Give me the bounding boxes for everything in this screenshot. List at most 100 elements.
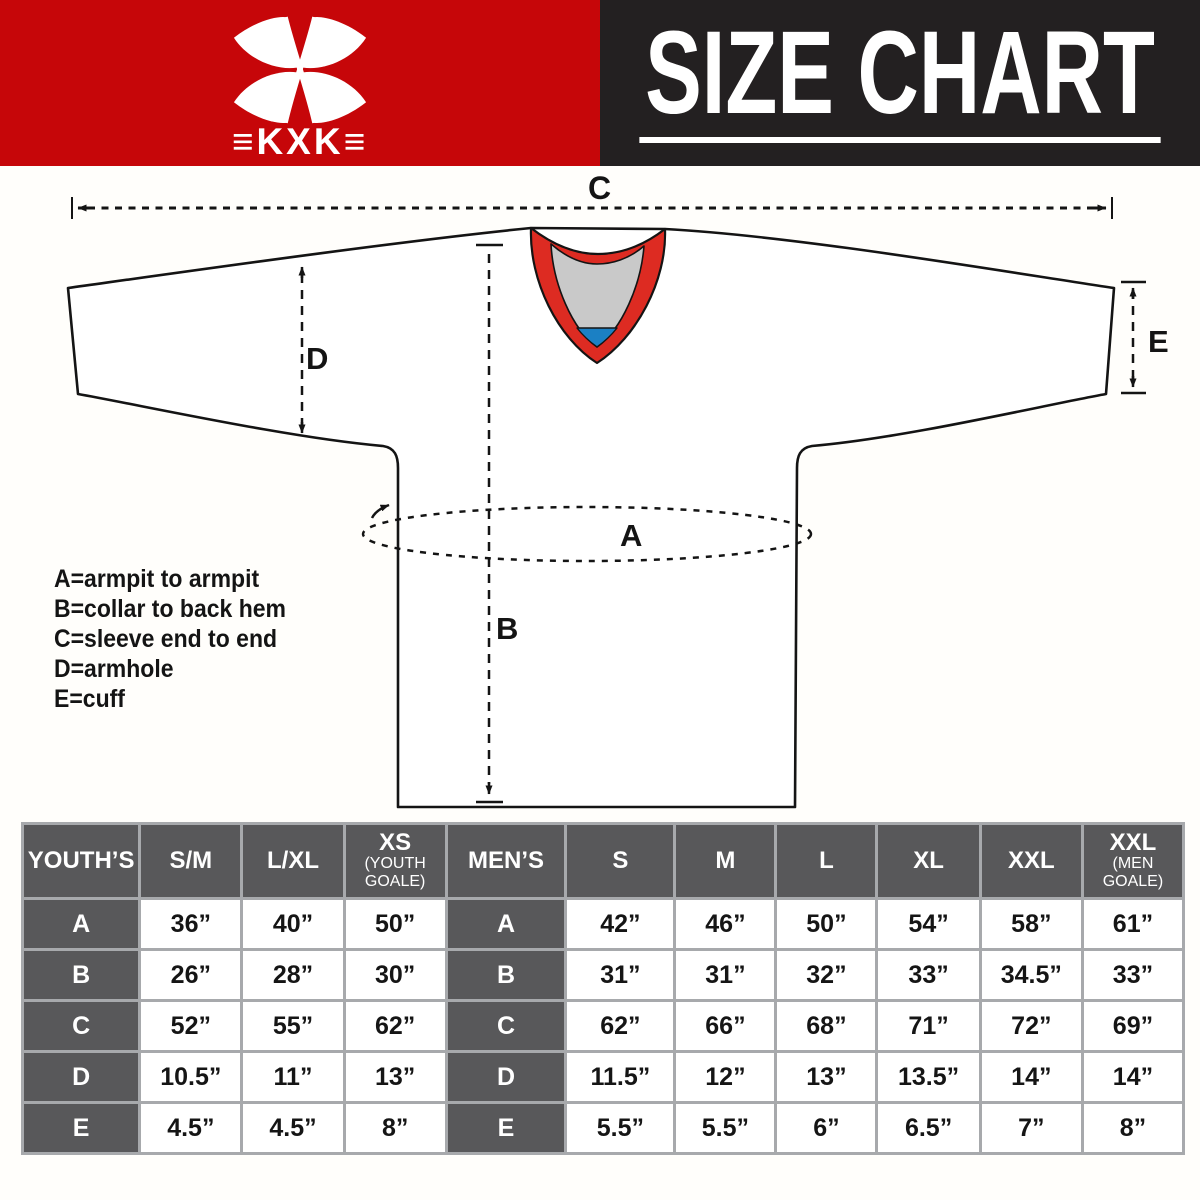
table-row-e: E 4.5” 4.5” 8” E 5.5” 5.5” 6” 6.5” 7” 8”	[20, 1101, 1186, 1155]
measure-c	[71, 197, 1113, 219]
goalie-note-youth-1: (YOUTH	[364, 855, 426, 872]
cell-men-b-m: 31”	[673, 948, 778, 1002]
cell-youth-d-sm: 10.5”	[138, 1050, 244, 1104]
cell-youth-c-lxl: 55”	[240, 999, 346, 1053]
cell-men-a-xl: 54”	[875, 897, 982, 951]
measure-e-label: E	[1148, 324, 1169, 359]
jersey-outline	[66, 226, 1116, 809]
measure-d-label: D	[306, 341, 328, 376]
goalie-note-men-1: (MEN	[1112, 855, 1154, 872]
col-header-mens: MEN’S	[444, 822, 568, 900]
legend-item-c: C=sleeve end to end	[54, 625, 278, 653]
col-header-xxl: XXL	[978, 822, 1084, 900]
brand-panel: ≡KXK≡	[0, 0, 600, 166]
table-row-d: D 10.5” 11” 13” D 11.5” 12” 13” 13.5” 14…	[20, 1050, 1186, 1104]
table-row-a: A 36” 40” 50” A 42” 46” 50” 54” 58” 61”	[20, 897, 1186, 951]
cell-men-b-xxlg: 33”	[1080, 948, 1186, 1002]
goalie-size-xxl: XXL	[1109, 829, 1157, 856]
cell-youth-b-xs: 30”	[342, 948, 448, 1002]
cell-youth-a-xs: 50”	[342, 897, 448, 951]
cell-youth-c-xs: 62”	[342, 999, 448, 1053]
brand-wordmark: ≡KXK≡	[232, 123, 368, 160]
col-header-xs-goalie: XS (YOUTH GOALE)	[342, 822, 448, 900]
cell-youth-e-sm: 4.5”	[138, 1101, 244, 1155]
row-label-men-e: E	[444, 1101, 568, 1155]
table-row-b: B 26” 28” 30” B 31” 31” 32” 33” 34.5” 33…	[20, 948, 1186, 1002]
brand-logo: ≡KXK≡	[175, 11, 425, 160]
cell-men-d-m: 12”	[673, 1050, 778, 1104]
header-bar: ≡KXK≡ SIZE CHART	[0, 0, 1200, 166]
cell-men-b-s: 31”	[564, 948, 677, 1002]
row-label-youth-e: E	[20, 1101, 142, 1155]
cell-men-e-xxl: 7”	[978, 1101, 1084, 1155]
col-header-m: M	[673, 822, 778, 900]
table-header-row: YOUTH’S S/M L/XL XS (YOUTH GOALE) MEN’S …	[20, 822, 1186, 900]
cell-men-e-xl: 6.5”	[875, 1101, 982, 1155]
cell-men-b-xl: 33”	[875, 948, 982, 1002]
cell-men-e-m: 5.5”	[673, 1101, 778, 1155]
cell-youth-b-sm: 26”	[138, 948, 244, 1002]
cell-youth-a-sm: 36”	[138, 897, 244, 951]
col-header-l: L	[774, 822, 879, 900]
cell-youth-c-sm: 52”	[138, 999, 244, 1053]
goalie-note-men-2: GOALE)	[1102, 873, 1164, 890]
cell-men-e-l: 6”	[774, 1101, 879, 1155]
cell-men-d-xxlg: 14”	[1080, 1050, 1186, 1104]
measurement-legend: A=armpit to armpit B=collar to back hem …	[54, 564, 286, 714]
cell-men-c-l: 68”	[774, 999, 879, 1053]
cell-men-b-xxl: 34.5”	[978, 948, 1084, 1002]
goalie-size-xs: XS	[379, 829, 412, 856]
legend-item-a: A=armpit to armpit	[54, 565, 260, 593]
legend-item-b: B=collar to back hem	[54, 595, 287, 623]
col-header-xl: XL	[875, 822, 982, 900]
cell-men-a-l: 50”	[774, 897, 879, 951]
row-label-youth-d: D	[20, 1050, 142, 1104]
row-label-youth-c: C	[20, 999, 142, 1053]
col-header-xxl-goalie: XXL (MEN GOALE)	[1080, 822, 1186, 900]
cell-men-b-l: 32”	[774, 948, 879, 1002]
size-table-section: YOUTH’S S/M L/XL XS (YOUTH GOALE) MEN’S …	[20, 822, 1186, 1155]
cell-men-a-xxlg: 61”	[1080, 897, 1186, 951]
row-label-men-a: A	[444, 897, 568, 951]
goalie-note-youth-2: GOALE)	[364, 873, 426, 890]
cell-youth-a-lxl: 40”	[240, 897, 346, 951]
col-header-youths: YOUTH’S	[20, 822, 142, 900]
col-header-s: S	[564, 822, 677, 900]
cell-men-d-s: 11.5”	[564, 1050, 677, 1104]
cell-men-e-xxlg: 8”	[1080, 1101, 1186, 1155]
cell-men-d-l: 13”	[774, 1050, 879, 1104]
legend-item-e: E=cuff	[54, 685, 125, 713]
kxk-logo-icon	[233, 16, 367, 124]
logo-bars-right-icon: ≡	[343, 121, 369, 162]
cell-youth-e-xs: 8”	[342, 1101, 448, 1155]
measure-a-label: A	[620, 518, 642, 553]
cell-youth-e-lxl: 4.5”	[240, 1101, 346, 1155]
jersey-diagram: C D B E	[66, 170, 1169, 809]
measure-b-label: B	[496, 611, 518, 646]
legend-item-d: D=armhole	[54, 655, 174, 683]
table-row-c: C 52” 55” 62” C 62” 66” 68” 71” 72” 69”	[20, 999, 1186, 1053]
cell-men-c-xxlg: 69”	[1080, 999, 1186, 1053]
cell-youth-d-xs: 13”	[342, 1050, 448, 1104]
col-header-sm: S/M	[138, 822, 244, 900]
cell-men-a-m: 46”	[673, 897, 778, 951]
jersey-diagram-section: C D B E	[0, 166, 1200, 822]
cell-men-c-xl: 71”	[875, 999, 982, 1053]
cell-men-d-xxl: 14”	[978, 1050, 1084, 1104]
cell-youth-d-lxl: 11”	[240, 1050, 346, 1104]
measure-c-label: C	[588, 170, 611, 206]
title-panel: SIZE CHART	[600, 0, 1200, 166]
cell-men-a-s: 42”	[564, 897, 677, 951]
size-table: YOUTH’S S/M L/XL XS (YOUTH GOALE) MEN’S …	[20, 822, 1186, 1155]
measure-e	[1121, 280, 1146, 395]
measure-b	[476, 243, 503, 804]
row-label-men-b: B	[444, 948, 568, 1002]
row-label-youth-a: A	[20, 897, 142, 951]
cell-men-c-m: 66”	[673, 999, 778, 1053]
cell-youth-b-lxl: 28”	[240, 948, 346, 1002]
row-label-men-d: D	[444, 1050, 568, 1104]
cell-men-c-xxl: 72”	[978, 999, 1084, 1053]
logo-bars-left-icon: ≡	[231, 121, 257, 162]
cell-men-c-s: 62”	[564, 999, 677, 1053]
